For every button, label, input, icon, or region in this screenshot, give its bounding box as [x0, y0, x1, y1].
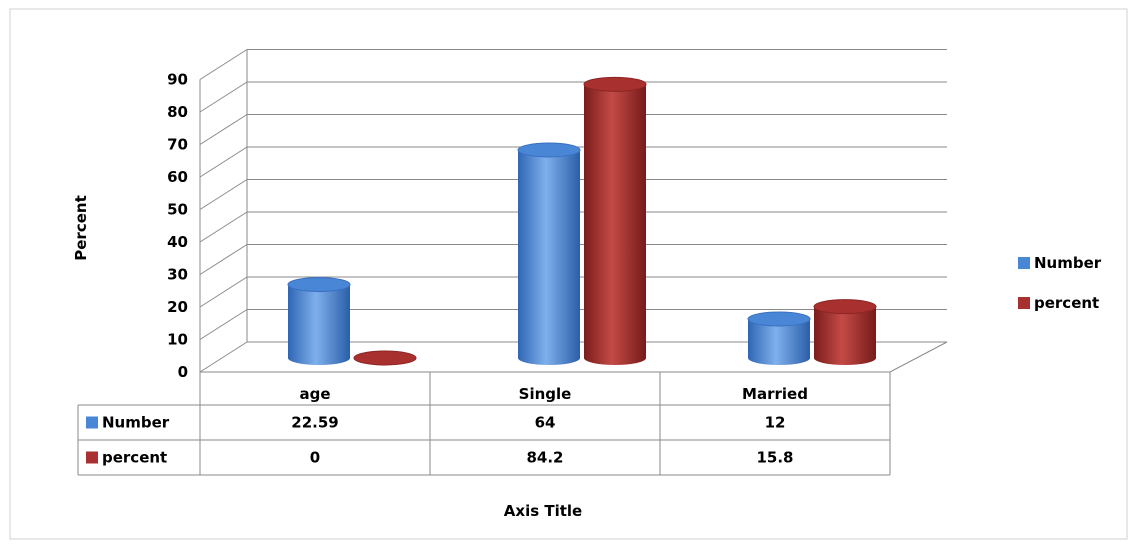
bar-top — [813, 299, 877, 315]
gridline-side — [199, 244, 248, 275]
gridline-side — [199, 81, 248, 113]
gridline-side — [199, 211, 248, 243]
y-tick-label: 60 — [167, 168, 188, 186]
y-axis-ticks: 0 10 20 30 40 50 60 70 80 90 — [167, 71, 188, 382]
x-category-label: Single — [519, 385, 572, 403]
data-table: age Single Married Number 22.59 64 12 percent 0 8… — [77, 372, 891, 476]
table-cell: 12 — [765, 414, 786, 432]
y-tick-label: 30 — [167, 266, 188, 284]
legend-label: Number — [1034, 254, 1102, 272]
legend: Number percent — [1018, 254, 1102, 312]
x-category-label: age — [299, 385, 330, 403]
table-row-label: percent — [102, 449, 167, 467]
y-tick-label: 70 — [167, 136, 188, 154]
table-cell: 15.8 — [756, 449, 793, 467]
gridline-side — [199, 309, 248, 340]
bar-top — [517, 142, 581, 158]
bars-layer — [287, 76, 877, 366]
table-cell: 0 — [310, 449, 320, 467]
gridline-side — [199, 341, 248, 373]
gridline-side — [199, 146, 248, 178]
y-tick-label: 40 — [167, 233, 188, 251]
bar-percent-age — [353, 350, 417, 366]
gridline-side — [199, 276, 248, 308]
bar-body — [518, 150, 580, 365]
gridline-side — [199, 49, 248, 80]
bar-body — [748, 319, 810, 365]
table-row-label: Number — [102, 414, 170, 432]
bar-body — [288, 284, 350, 365]
bar-top — [583, 76, 647, 92]
y-axis-title: Percent — [72, 195, 90, 260]
bar-number-age — [287, 277, 351, 365]
y-tick-label: 0 — [178, 363, 188, 381]
y-tick-label: 20 — [167, 298, 188, 316]
table-legend-key — [86, 416, 98, 429]
bar-number-married — [747, 311, 811, 365]
bar-body — [814, 306, 876, 365]
x-category-label: Married — [742, 385, 808, 403]
bar-top — [287, 277, 351, 293]
x-axis-title: Axis Title — [504, 502, 582, 520]
bar-top — [353, 350, 417, 366]
y-tick-label: 80 — [167, 103, 188, 121]
y-tick-label: 10 — [167, 331, 188, 349]
table-cell: 84.2 — [526, 449, 563, 467]
bar-percent-single — [583, 76, 647, 365]
y-tick-label: 90 — [167, 71, 188, 89]
bar-top — [747, 311, 811, 327]
table-cell: 22.59 — [291, 414, 338, 432]
gridline-side — [199, 114, 248, 145]
bar-body — [584, 84, 646, 365]
legend-key — [1018, 257, 1030, 269]
legend-key — [1018, 297, 1030, 309]
table-cell: 64 — [535, 414, 556, 432]
bar-percent-married — [813, 299, 877, 365]
outer-border — [9, 8, 1128, 540]
gridline-side — [199, 179, 248, 210]
table-legend-key — [86, 451, 98, 464]
legend-label: percent — [1034, 294, 1099, 312]
bar-number-single — [517, 142, 581, 365]
y-tick-label: 50 — [167, 201, 188, 219]
